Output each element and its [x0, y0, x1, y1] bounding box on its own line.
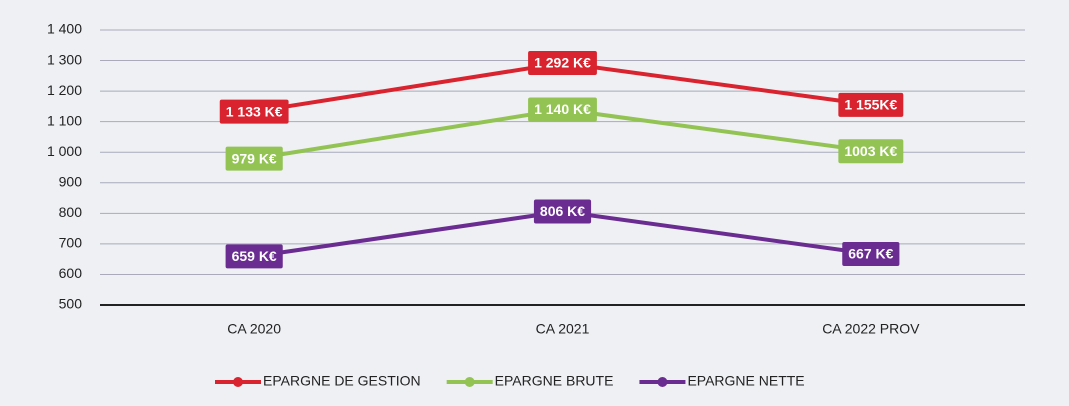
- y-tick-label: 1 200: [47, 82, 82, 98]
- data-label-box: [528, 97, 597, 122]
- data-label: 979 K€: [232, 150, 277, 166]
- legend-label: EPARGNE DE GESTION: [263, 373, 421, 389]
- data-label: 667 K€: [848, 246, 893, 262]
- data-label-box: [528, 51, 597, 75]
- data-label-box: [838, 92, 904, 117]
- y-tick-label: 500: [59, 296, 83, 312]
- x-tick-label: CA 2022 PROV: [822, 321, 920, 337]
- legend-marker: [657, 377, 668, 387]
- legend-marker: [233, 377, 243, 387]
- x-tick-label: CA 2021: [536, 321, 590, 337]
- y-tick-label: 1 400: [47, 21, 82, 37]
- y-tick-label: 1 300: [47, 51, 82, 67]
- legend-label: EPARGNE NETTE: [687, 373, 804, 389]
- data-label: 806 K€: [540, 203, 585, 219]
- data-label: 1 133 K€: [226, 103, 283, 119]
- data-label-box: [225, 244, 283, 269]
- x-tick-label: CA 2020: [227, 321, 281, 337]
- data-label-box: [225, 146, 283, 171]
- y-tick-label: 1 000: [47, 143, 82, 159]
- legend-marker: [464, 377, 475, 387]
- y-tick-label: 800: [59, 204, 83, 220]
- y-tick-label: 1 100: [47, 112, 82, 128]
- data-label: 1003 K€: [844, 143, 897, 159]
- data-label-box: [838, 139, 904, 164]
- data-label-box: [842, 241, 900, 266]
- y-tick-label: 900: [59, 173, 83, 189]
- data-label-box: [533, 199, 592, 224]
- y-tick-label: 700: [59, 235, 83, 251]
- data-label: 1 140 K€: [534, 101, 591, 117]
- data-label: 1 292 K€: [534, 55, 591, 71]
- y-tick-label: 600: [59, 265, 83, 281]
- data-label: 1 155K€: [844, 97, 897, 113]
- legend-label: EPARGNE BRUTE: [495, 373, 614, 389]
- data-label: 659 K€: [232, 248, 277, 264]
- data-label-box: [219, 99, 289, 124]
